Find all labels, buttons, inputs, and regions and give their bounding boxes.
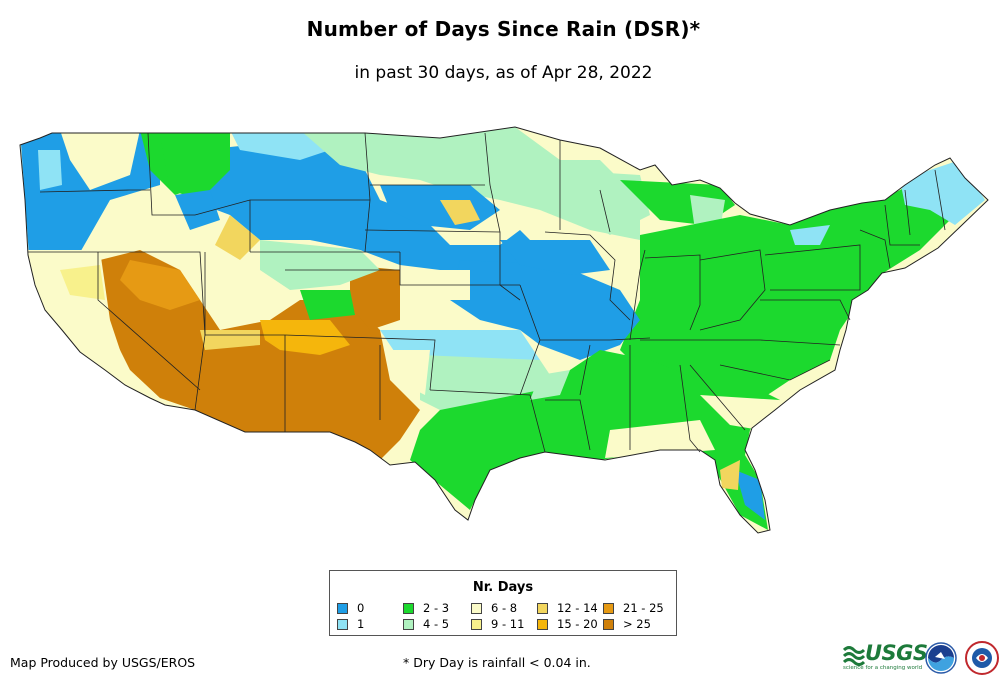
agency-logos: USGS science for a changing world [843,638,1003,682]
legend-swatch [471,619,482,630]
dry-day-footnote: * Dry Day is rainfall < 0.04 in. [403,655,591,670]
legend-item: 15 - 20 [537,617,598,631]
legend-swatch [537,603,548,614]
legend-label: 6 - 8 [491,601,518,615]
map-credit: Map Produced by USGS/EROS [10,655,196,670]
legend-swatch [471,603,482,614]
legend-label: 21 - 25 [623,601,664,615]
map-legend: Nr. Days 0 1 2 - 3 4 - 5 6 - 8 9 - 11 12… [329,570,677,636]
legend-label: 9 - 11 [491,617,525,631]
legend-swatch [337,603,348,614]
legend-swatch [603,603,614,614]
noaa-logo-icon [925,642,957,674]
legend-swatch [403,603,414,614]
legend-item: > 25 [603,617,651,631]
legend-item: 1 [337,617,364,631]
legend-label: 1 [357,617,365,631]
legend-label: 4 - 5 [423,617,450,631]
usgs-logo: USGS [865,641,928,665]
map-subtitle: in past 30 days, as of Apr 28, 2022 [354,63,653,83]
legend-item: 9 - 11 [471,617,524,631]
legend-item: 4 - 5 [403,617,449,631]
legend-swatch [537,619,548,630]
legend-item: 21 - 25 [603,601,664,615]
legend-item: 6 - 8 [471,601,517,615]
usgs-wave-icon [843,646,865,666]
legend-item: 12 - 14 [537,601,598,615]
legend-label: > 25 [623,617,651,631]
legend-label: 12 - 14 [557,601,598,615]
legend-label: 0 [357,601,365,615]
usgs-tagline: science for a changing world [843,665,923,671]
legend-title: Nr. Days [472,580,534,595]
map-title: Number of Days Since Rain (DSR)* [306,17,701,41]
legend-swatch [337,619,348,630]
legend-label: 2 - 3 [423,601,450,615]
legend-swatch [403,619,414,630]
legend-item: 0 [337,601,364,615]
legend-label: 15 - 20 [557,617,598,631]
legend-swatch [603,619,614,630]
nws-logo-icon [965,641,999,675]
legend-item: 2 - 3 [403,601,449,615]
